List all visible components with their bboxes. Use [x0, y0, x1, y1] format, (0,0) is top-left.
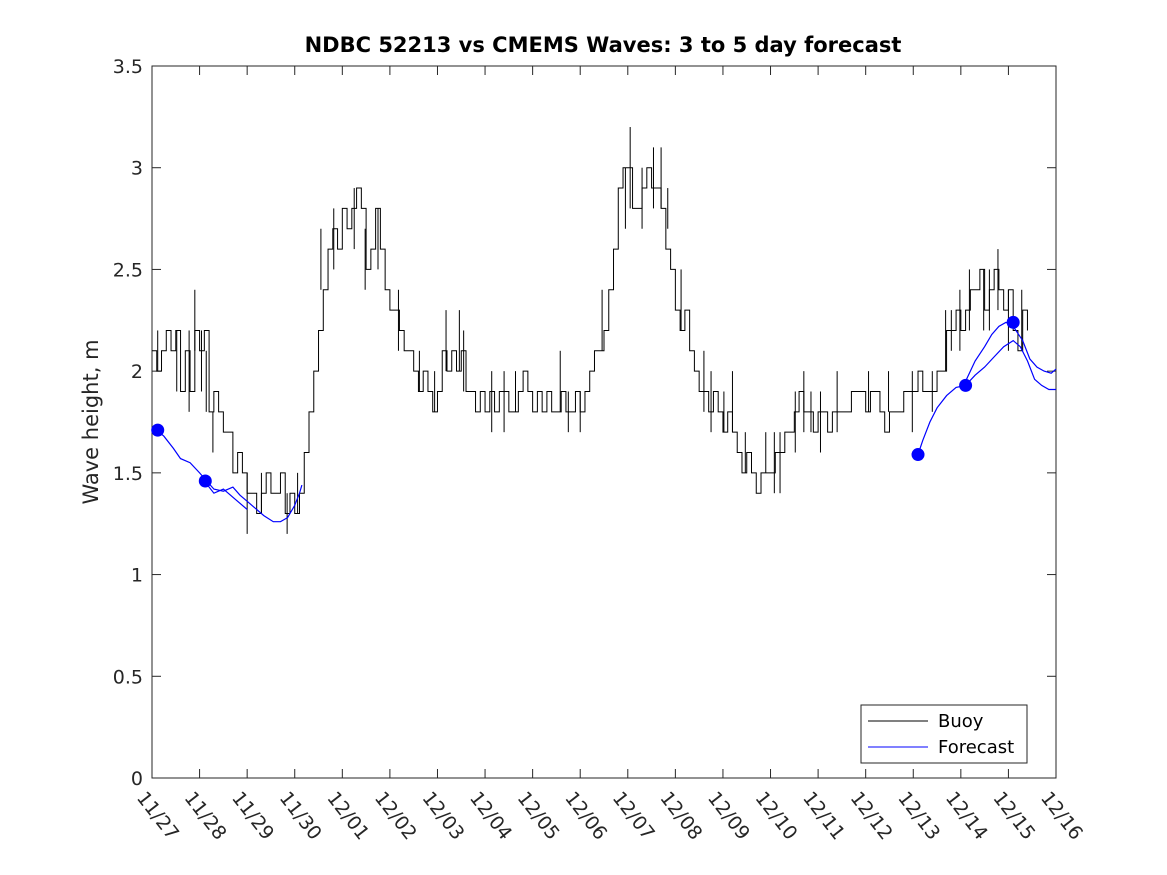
chart-title: NDBC 52213 vs CMEMS Waves: 3 to 5 day fo…	[305, 33, 902, 57]
y-tick-label: 2.5	[113, 259, 143, 281]
y-tick-label: 0.5	[113, 666, 143, 688]
y-tick-label: 1	[131, 565, 143, 587]
plot-area	[151, 65, 1057, 779]
buoy-line	[152, 167, 1028, 515]
y-axis: 0 0.5 1 1.5 2 2.5 3 3.5	[113, 56, 1056, 790]
forecast-series	[151, 315, 1057, 523]
legend-forecast-label: Forecast	[938, 737, 1014, 758]
forecast-marker	[911, 448, 925, 462]
y-tick-label: 2	[131, 361, 143, 383]
y-tick-label: 3	[131, 158, 143, 180]
y-tick-label: 1.5	[113, 463, 143, 485]
plot-frame	[151, 65, 1057, 779]
legend-buoy-label: Buoy	[938, 711, 984, 732]
forecast-marker	[959, 378, 973, 392]
forecast-marker	[151, 423, 165, 437]
y-tick-label: 0	[131, 768, 143, 790]
forecast-marker	[198, 474, 212, 488]
forecast-line	[917, 339, 1056, 455]
legend-box	[860, 704, 1028, 764]
forecast-marker	[1006, 315, 1020, 329]
forecast-line	[156, 429, 303, 523]
legend: Buoy Forecast	[860, 704, 1028, 764]
y-tick-label: 3.5	[113, 56, 143, 78]
forecast-line	[203, 480, 248, 510]
y-axis-label: Wave height, m	[79, 339, 103, 504]
buoy-series	[152, 127, 1028, 534]
